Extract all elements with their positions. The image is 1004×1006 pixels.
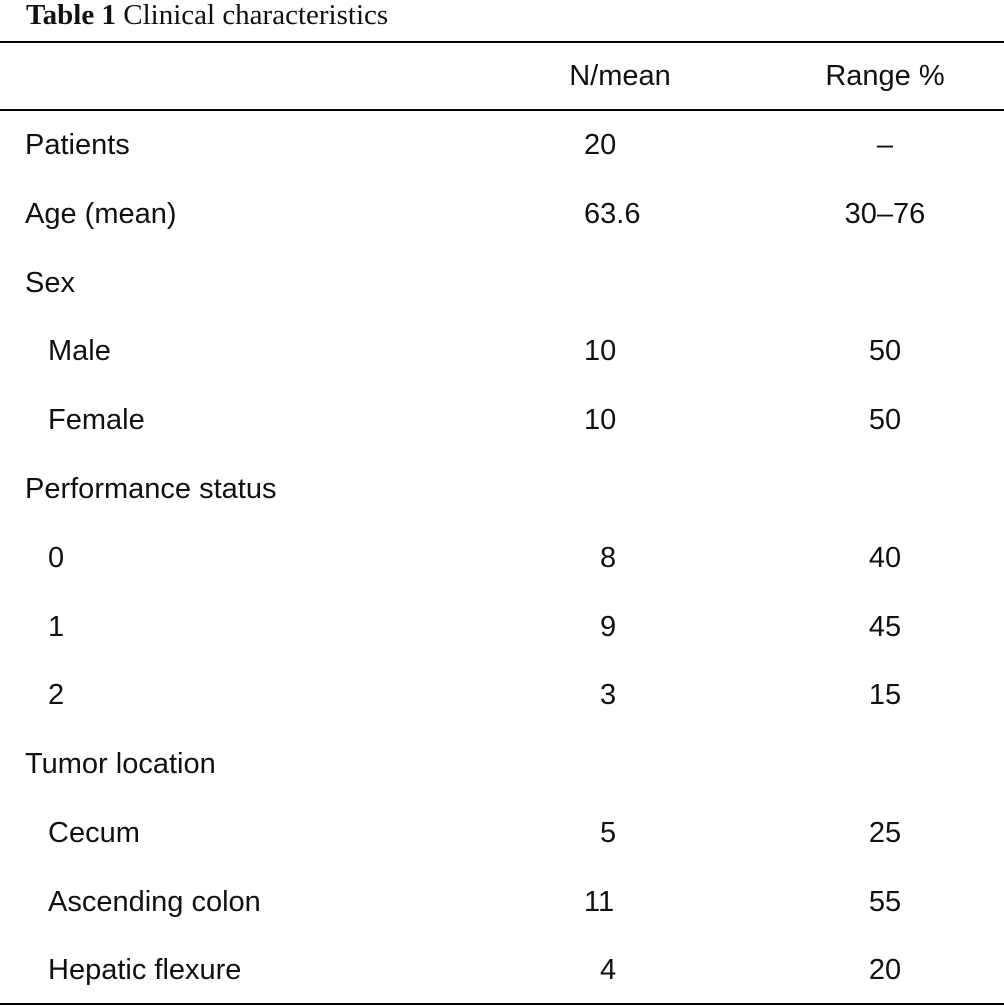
row-label-ps-1: 1: [48, 611, 65, 643]
row-label-female: Female: [48, 404, 145, 436]
row-range-ps-0: 40: [868, 542, 902, 574]
row-n-ps-1: 9: [600, 611, 617, 643]
row-label-ps-2: 2: [48, 679, 65, 711]
row-range-age: 30–76: [844, 198, 926, 230]
row-range-female: 50: [868, 404, 902, 436]
table-caption-text: Clinical characteristics: [123, 0, 389, 31]
row-n-ps-2: 3: [600, 679, 617, 711]
row-n-ascending-colon: 11: [584, 886, 615, 918]
header-n-mean: N/mean: [569, 60, 671, 92]
table-caption-label: Table 1: [26, 0, 116, 31]
row-label-tumor-location: Tumor location: [25, 748, 216, 780]
row-label-ascending-colon: Ascending colon: [48, 886, 261, 918]
row-range-patients: –: [876, 129, 894, 161]
row-n-age: 63.6: [584, 198, 641, 230]
row-n-male: 10: [584, 335, 617, 367]
row-label-patients: Patients: [25, 129, 130, 161]
row-label-cecum: Cecum: [48, 817, 140, 849]
row-label-age: Age (mean): [25, 198, 177, 230]
row-n-ps-0: 8: [600, 542, 617, 574]
row-label-performance-status: Performance status: [25, 473, 277, 505]
row-n-patients: 20: [584, 129, 617, 161]
row-label-sex: Sex: [25, 267, 75, 299]
row-range-ps-1: 45: [868, 611, 902, 643]
row-range-ascending-colon: 55: [868, 886, 902, 918]
table-header-rule: [0, 109, 1004, 111]
table-bottom-rule: [0, 1003, 1004, 1005]
table-caption: Table 1 Clinical characteristics: [26, 0, 388, 34]
row-range-ps-2: 15: [868, 679, 902, 711]
row-range-cecum: 25: [868, 817, 902, 849]
row-range-hepatic-flexure: 20: [868, 954, 902, 986]
row-range-male: 50: [868, 335, 902, 367]
row-n-cecum: 5: [600, 817, 617, 849]
row-n-female: 10: [584, 404, 617, 436]
row-label-ps-0: 0: [48, 542, 65, 574]
row-label-male: Male: [48, 335, 111, 367]
row-label-hepatic-flexure: Hepatic flexure: [48, 954, 242, 986]
table-top-rule: [0, 41, 1004, 43]
row-n-hepatic-flexure: 4: [600, 954, 617, 986]
header-range-pct: Range %: [825, 60, 945, 92]
